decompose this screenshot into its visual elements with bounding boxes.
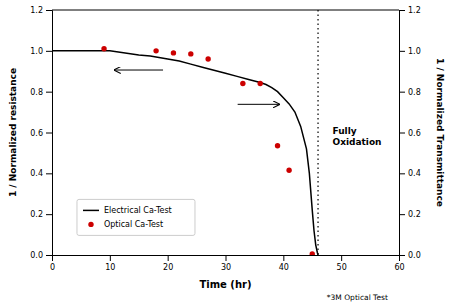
tick-label: 0 [50, 263, 55, 272]
tick-mark [46, 255, 52, 256]
tick-mark [399, 214, 405, 215]
point [153, 48, 158, 53]
tick: 0.4 [30, 169, 52, 178]
reference-line [317, 10, 318, 255]
tick-label: 1.0 [30, 47, 43, 56]
y2-axis-title: 1 / Normalized Transmittance [435, 58, 445, 207]
tick: 0.8 [399, 88, 421, 97]
tick: 10 [105, 255, 115, 272]
legend-swatch [83, 210, 99, 212]
point [171, 50, 176, 55]
legend: Electrical Ca-Test Optical Ca-Test [77, 199, 195, 235]
chart: 0 10 20 30 40 50 60 0.0 0.2 0.4 0.6 0.8 1.0 1.2 0.0 0.2… [0, 0, 451, 305]
annotation: *3M Optical Test [327, 293, 388, 302]
marks [52, 10, 318, 255]
tick-label: 0.8 [408, 88, 421, 97]
tick-mark [46, 133, 52, 134]
tick: 0.2 [399, 210, 421, 219]
tick-label: 60 [394, 263, 404, 272]
tick: 1.0 [399, 47, 421, 56]
tick: 0.8 [30, 88, 52, 97]
tick-mark [226, 255, 227, 261]
legend-swatch [88, 222, 93, 227]
tick-mark [399, 173, 405, 174]
tick-label: 40 [279, 263, 289, 272]
tick-label: 0.8 [30, 88, 43, 97]
legend-label: Optical Ca-Test [104, 220, 163, 229]
tick-label: 1.0 [408, 47, 421, 56]
tick: 0.2 [30, 210, 52, 219]
point [310, 251, 315, 255]
axis-line [400, 11, 406, 256]
tick: 1.2 [399, 6, 421, 15]
annotation: FullyOxidation [332, 126, 381, 147]
tick-label: 0.0 [30, 251, 43, 260]
point [240, 81, 245, 86]
plot: 0 10 20 30 40 50 60 0.0 0.2 0.4 0.6 0.8 1.0 1.2 0.0 0.2… [8, 6, 445, 302]
tick-mark [399, 255, 405, 256]
tick: 0.4 [399, 169, 421, 178]
tick-label: 0.6 [30, 129, 43, 138]
tick-label: 1.2 [30, 6, 43, 15]
frame [52, 10, 399, 11]
tick: 1.2 [30, 6, 52, 15]
tick-label: 0.6 [408, 129, 421, 138]
tick-label: 0.4 [408, 169, 421, 178]
point [101, 46, 106, 51]
tick-mark [46, 173, 52, 174]
point [258, 81, 263, 86]
axis-line [53, 256, 400, 262]
point [205, 56, 210, 61]
tick-mark [46, 92, 52, 93]
arrow [238, 104, 280, 105]
tick: 1.0 [30, 47, 52, 56]
tick-mark [341, 255, 342, 261]
x-axis-title: Time (hr) [199, 279, 251, 290]
tick-label: 20 [163, 263, 173, 272]
tick-mark [168, 255, 169, 261]
tick: 0.6 [399, 129, 421, 138]
tick-label: 50 [337, 263, 347, 272]
tick-mark [46, 51, 52, 52]
tick-label: 0.2 [30, 210, 43, 219]
tick-mark [283, 255, 284, 261]
tick-mark [110, 255, 111, 261]
point [275, 143, 280, 148]
point [188, 51, 193, 56]
tick: 0.0 [399, 251, 421, 260]
tick: 0.0 [30, 251, 52, 260]
point [286, 168, 291, 173]
y2-axis: 0.0 0.2 0.4 0.6 0.8 1.0 1.2 [399, 6, 421, 260]
tick: 20 [163, 255, 173, 272]
x-axis: 0 10 20 30 40 50 60 [50, 255, 405, 272]
tick-label: 30 [221, 263, 231, 272]
tick-mark [399, 10, 405, 11]
y-axis-title: 1 / Normalized resistance [8, 68, 18, 197]
tick: 60 [394, 255, 404, 272]
tick: 40 [279, 255, 289, 272]
tick-mark [46, 10, 52, 11]
tick-label: 10 [105, 263, 115, 272]
arrow [114, 70, 163, 71]
tick: 50 [337, 255, 347, 272]
axis-line [46, 11, 53, 256]
y-axis: 0.0 0.2 0.4 0.6 0.8 1.0 1.2 [30, 6, 52, 260]
tick-mark [46, 214, 52, 215]
tick-mark [399, 51, 405, 52]
tick-mark [399, 92, 405, 93]
tick-label: 0.4 [30, 169, 43, 178]
tick-label: 0.0 [408, 251, 421, 260]
legend-box [77, 199, 195, 235]
line [52, 51, 318, 255]
tick: 0 [50, 255, 55, 272]
tick: 30 [221, 255, 231, 272]
tick-label: 0.2 [408, 210, 421, 219]
tick: 0.6 [30, 129, 52, 138]
tick-mark [399, 133, 405, 134]
legend-label: Electrical Ca-Test [104, 206, 172, 215]
tick-label: 1.2 [408, 6, 421, 15]
